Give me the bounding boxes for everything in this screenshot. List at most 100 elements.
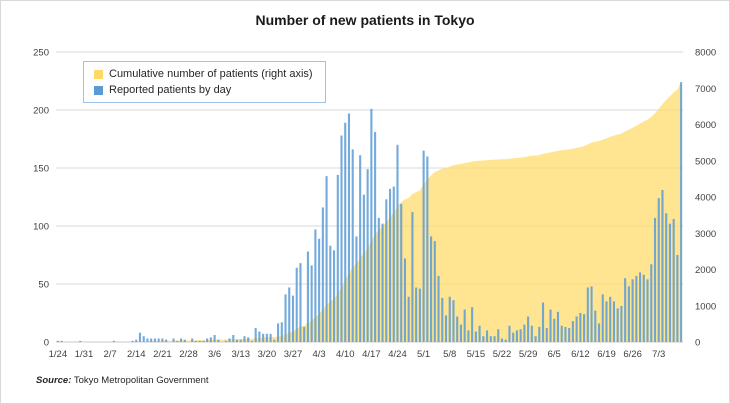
daily-bar — [586, 287, 589, 342]
daily-bar — [165, 339, 168, 342]
daily-bar — [138, 332, 142, 342]
daily-bar — [635, 275, 638, 342]
daily-bar — [564, 326, 567, 342]
x-axis-tick-label: 4/10 — [336, 349, 355, 360]
daily-bar — [545, 328, 548, 342]
daily-bar — [482, 336, 485, 342]
daily-bar — [571, 321, 574, 342]
daily-bar — [288, 287, 291, 342]
x-axis-tick-label: 1/31 — [75, 349, 94, 360]
x-axis-tick-label: 5/15 — [467, 349, 486, 360]
daily-bar — [370, 108, 373, 342]
x-axis-tick-label: 3/13 — [231, 349, 250, 360]
left-axis-tick-label: 250 — [33, 48, 49, 59]
left-axis-tick-label: 200 — [33, 106, 49, 117]
daily-bar — [672, 219, 675, 342]
daily-bar — [56, 340, 59, 342]
daily-bar — [396, 144, 399, 342]
x-axis-tick-label: 6/5 — [548, 349, 561, 360]
daily-bar — [400, 203, 403, 342]
daily-bar — [336, 174, 339, 342]
x-axis-tick-label: 2/14 — [127, 349, 146, 360]
daily-bar — [579, 313, 582, 342]
right-axis-tick-label: 3000 — [695, 229, 716, 240]
daily-bar — [280, 322, 283, 342]
daily-bar — [609, 296, 612, 342]
daily-bar — [347, 113, 351, 342]
daily-bar — [497, 329, 500, 342]
daily-bar — [463, 309, 466, 342]
daily-bar — [411, 212, 414, 342]
daily-bar — [512, 332, 515, 342]
daily-bar — [646, 279, 649, 342]
daily-bar — [508, 325, 511, 342]
daily-bar — [224, 340, 227, 342]
daily-bar — [639, 272, 642, 342]
daily-bar — [381, 223, 384, 342]
daily-bar — [306, 251, 309, 342]
daily-bar — [161, 338, 164, 342]
daily-bar — [605, 301, 608, 342]
daily-bar — [657, 198, 660, 342]
x-axis-tick-label: 3/20 — [258, 349, 277, 360]
daily-bar — [665, 213, 668, 342]
daily-bar — [676, 255, 679, 342]
daily-bar — [362, 194, 365, 342]
daily-bar — [209, 337, 212, 342]
daily-bar — [486, 330, 489, 342]
cumulative-area-swatch-icon — [94, 69, 103, 79]
daily-bar — [359, 155, 362, 342]
daily-bar — [310, 265, 313, 342]
daily-bar — [284, 294, 287, 342]
daily-bar — [153, 338, 156, 342]
source-text: Tokyo Metropolitan Government — [71, 375, 209, 386]
x-axis-tick-label: 3/27 — [284, 349, 303, 360]
daily-bar — [601, 294, 604, 342]
daily-bar — [556, 311, 560, 342]
source-note: Source: Tokyo Metropolitan Government — [36, 375, 209, 386]
daily-bar — [318, 238, 321, 342]
daily-bar-swatch-icon — [94, 85, 103, 95]
daily-bar — [616, 308, 619, 342]
daily-bar — [624, 278, 627, 342]
daily-bar — [232, 335, 235, 342]
x-axis-tick-label: 4/24 — [388, 349, 407, 360]
left-axis-tick-label: 100 — [33, 222, 49, 233]
source-label: Source: — [36, 375, 72, 386]
daily-bar — [295, 267, 298, 342]
daily-bar — [523, 324, 526, 342]
daily-bar — [157, 338, 160, 342]
daily-bar — [474, 331, 477, 342]
daily-bar — [527, 316, 530, 342]
daily-bar — [415, 287, 418, 342]
daily-bar — [515, 330, 518, 342]
daily-bar — [403, 258, 407, 342]
daily-bar — [355, 236, 358, 342]
daily-bar — [549, 309, 552, 342]
x-axis-tick-label: 1/24 — [49, 349, 68, 360]
daily-bar — [594, 310, 597, 342]
daily-bar — [575, 316, 578, 342]
daily-bar — [321, 207, 324, 342]
daily-bar — [112, 340, 115, 342]
daily-bar — [235, 339, 239, 342]
daily-bar — [642, 274, 645, 342]
daily-bar — [661, 190, 664, 342]
daily-bar — [541, 302, 545, 342]
daily-bar — [489, 336, 492, 342]
daily-bar — [60, 340, 63, 342]
daily-bar — [471, 307, 474, 342]
daily-bar — [135, 339, 138, 342]
x-axis-tick-label: 7/3 — [652, 349, 665, 360]
x-axis-tick-label: 6/19 — [597, 349, 616, 360]
daily-bar — [627, 286, 630, 342]
x-axis-tick-label: 5/29 — [519, 349, 538, 360]
daily-bar — [620, 306, 623, 342]
legend-item-daily: Reported patients by day — [94, 84, 313, 96]
legend-item-cumulative: Cumulative number of patients (right axi… — [94, 68, 313, 80]
legend: Cumulative number of patients (right axi… — [83, 61, 326, 103]
daily-bar — [198, 340, 201, 342]
daily-bar — [273, 339, 276, 342]
